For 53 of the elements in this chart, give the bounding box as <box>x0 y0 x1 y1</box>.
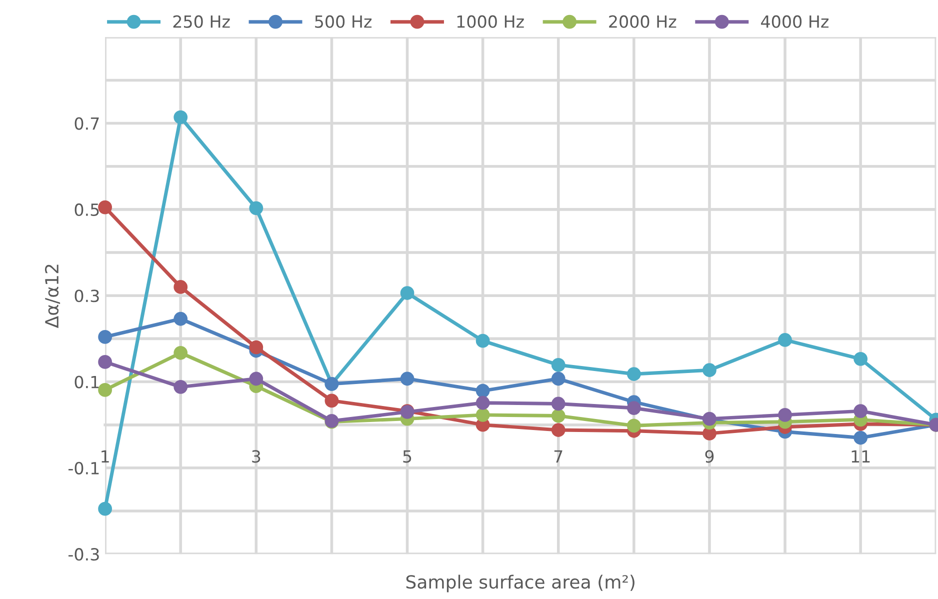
x-tick-label: 3 <box>252 450 260 463</box>
point <box>98 502 112 516</box>
x-axis-title: Sample surface area (m²) <box>406 574 634 592</box>
point <box>98 383 112 397</box>
x-tick-label: 5 <box>403 450 412 463</box>
point <box>854 352 868 366</box>
point <box>174 312 188 326</box>
point <box>551 358 566 372</box>
point <box>626 401 641 415</box>
point <box>98 330 112 344</box>
point <box>324 394 339 408</box>
point <box>174 380 188 394</box>
y-axis-title: Δα/α12 <box>44 264 60 328</box>
point <box>854 430 868 445</box>
point <box>98 355 112 369</box>
legend-label: 1000 Hz <box>457 15 524 28</box>
point <box>626 418 641 433</box>
legend-label: 2000 Hz <box>609 15 676 28</box>
y-tick-label: 0.1 <box>74 376 99 388</box>
point <box>400 372 414 386</box>
y-tick-label: -0.3 <box>68 548 99 561</box>
y-tick-label: 0.5 <box>74 203 99 216</box>
point <box>249 201 264 216</box>
point <box>854 404 868 418</box>
point <box>626 367 641 381</box>
point <box>476 334 490 348</box>
x-tick-label: 11 <box>852 450 870 463</box>
point <box>551 423 566 437</box>
y-tick-label: -0.1 <box>68 462 99 474</box>
point <box>174 346 188 360</box>
y-tick-label: 0.3 <box>74 290 99 302</box>
x-tick-label: 1 <box>102 450 109 463</box>
point <box>476 384 490 398</box>
x-tick-label: 9 <box>705 450 714 463</box>
point <box>551 408 566 423</box>
point <box>778 333 792 347</box>
y-tick-label: 0.7 <box>74 117 99 130</box>
x-tick-label: 7 <box>554 450 562 463</box>
legend-label: 4000 Hz <box>761 15 828 28</box>
point <box>476 396 490 410</box>
legend-label: 250 Hz <box>173 15 230 28</box>
legend-label: 500 Hz <box>315 15 372 28</box>
point <box>98 200 112 214</box>
point <box>174 110 188 124</box>
point <box>778 408 792 422</box>
point <box>174 280 188 294</box>
point <box>551 372 566 386</box>
point <box>249 372 264 386</box>
point <box>702 363 716 378</box>
point <box>551 396 566 411</box>
point <box>400 286 414 300</box>
point <box>249 340 264 354</box>
point <box>476 408 490 422</box>
